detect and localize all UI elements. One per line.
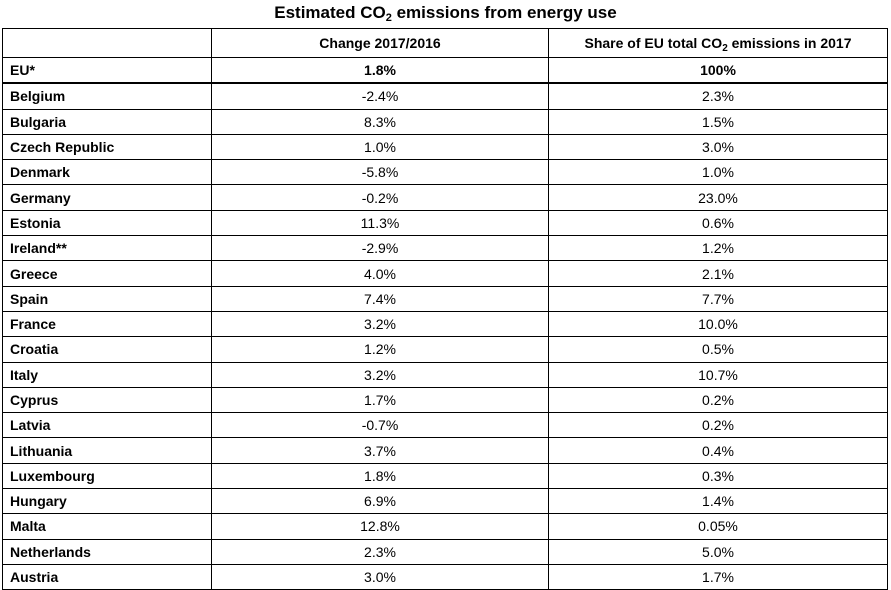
change-cell: 2.3% xyxy=(211,538,549,565)
table-row: France 3.2% 10.0% xyxy=(2,310,888,338)
country-cell: Latvia xyxy=(2,412,212,439)
share-cell: 100% xyxy=(548,57,888,85)
share-cell: 2.3% xyxy=(548,82,888,110)
table-row: Latvia -0.7% 0.2% xyxy=(2,412,888,439)
table-title: Estimated CO2 emissions from energy use xyxy=(0,0,891,25)
change-cell: 1.2% xyxy=(211,336,549,363)
share-cell: 0.2% xyxy=(548,386,888,414)
table-row: Cyprus 1.7% 0.2% xyxy=(2,386,888,414)
country-cell: Hungary xyxy=(2,488,212,515)
table-row: Spain 7.4% 7.7% xyxy=(2,285,888,312)
country-cell: Bulgaria xyxy=(2,108,212,135)
change-cell: 6.9% xyxy=(211,488,549,515)
table-row: Malta 12.8% 0.05% xyxy=(2,513,888,540)
country-cell: Greece xyxy=(2,260,212,287)
share-cell: 10.0% xyxy=(548,310,888,338)
title-subscript: 2 xyxy=(385,12,392,24)
change-cell: 3.7% xyxy=(211,437,549,464)
header-share: Share of EU total CO2 emissions in 2017 xyxy=(548,28,888,58)
change-cell: 1.7% xyxy=(211,386,549,414)
share-cell: 1.7% xyxy=(548,563,888,590)
table-row: Netherlands 2.3% 5.0% xyxy=(2,538,888,565)
country-cell: EU* xyxy=(2,57,212,85)
title-suffix: emissions from energy use xyxy=(391,3,617,22)
table-row: Estonia 11.3% 0.6% xyxy=(2,209,888,237)
share-cell: 10.7% xyxy=(548,361,888,388)
country-cell: Belgium xyxy=(2,82,212,110)
change-cell: -2.4% xyxy=(211,82,549,110)
change-cell: 1.8% xyxy=(211,57,549,85)
share-cell: 1.5% xyxy=(548,108,888,135)
country-cell: France xyxy=(2,310,212,338)
change-cell: 4.0% xyxy=(211,260,549,287)
table-row: Germany -0.2% 23.0% xyxy=(2,184,888,211)
table-row: Denmark -5.8% 1.0% xyxy=(2,159,888,186)
change-cell: 3.0% xyxy=(211,563,549,590)
share-cell: 0.3% xyxy=(548,462,888,490)
share-cell: 0.05% xyxy=(548,513,888,540)
country-cell: Czech Republic xyxy=(2,133,212,161)
header-share-prefix: Share of EU total CO xyxy=(584,35,723,51)
country-cell: Ireland** xyxy=(2,235,212,262)
emissions-table: Change 2017/2016 Share of EU total CO2 e… xyxy=(2,28,888,590)
table-row: Bulgaria 8.3% 1.5% xyxy=(2,108,888,135)
change-cell: -2.9% xyxy=(211,235,549,262)
share-cell: 0.6% xyxy=(548,209,888,237)
country-cell: Croatia xyxy=(2,336,212,363)
header-share-suffix: emissions in 2017 xyxy=(727,35,852,51)
change-cell: -0.7% xyxy=(211,412,549,439)
share-cell: 1.2% xyxy=(548,235,888,262)
country-cell: Luxembourg xyxy=(2,462,212,490)
table-row: Croatia 1.2% 0.5% xyxy=(2,336,888,363)
country-cell: Malta xyxy=(2,513,212,540)
country-cell: Italy xyxy=(2,361,212,388)
change-cell: 1.8% xyxy=(211,462,549,490)
table-row: Lithuania 3.7% 0.4% xyxy=(2,437,888,464)
header-row: Change 2017/2016 Share of EU total CO2 e… xyxy=(2,28,888,58)
change-cell: -5.8% xyxy=(211,159,549,186)
change-cell: 7.4% xyxy=(211,285,549,312)
table-row: Czech Republic 1.0% 3.0% xyxy=(2,133,888,161)
change-cell: 3.2% xyxy=(211,310,549,338)
share-cell: 1.0% xyxy=(548,159,888,186)
country-cell: Austria xyxy=(2,563,212,590)
share-cell: 23.0% xyxy=(548,184,888,211)
table-row: Ireland** -2.9% 1.2% xyxy=(2,235,888,262)
change-cell: -0.2% xyxy=(211,184,549,211)
share-cell: 0.2% xyxy=(548,412,888,439)
change-cell: 1.0% xyxy=(211,133,549,161)
change-cell: 11.3% xyxy=(211,209,549,237)
table-row: Luxembourg 1.8% 0.3% xyxy=(2,462,888,490)
country-cell: Lithuania xyxy=(2,437,212,464)
country-cell: Germany xyxy=(2,184,212,211)
title-prefix: Estimated CO xyxy=(274,3,386,22)
table-row: EU* 1.8% 100% xyxy=(2,57,888,85)
table-row: Belgium -2.4% 2.3% xyxy=(2,82,888,110)
share-cell: 5.0% xyxy=(548,538,888,565)
table-row: Hungary 6.9% 1.4% xyxy=(2,488,888,515)
table-row: Italy 3.2% 10.7% xyxy=(2,361,888,388)
change-cell: 8.3% xyxy=(211,108,549,135)
share-cell: 0.5% xyxy=(548,336,888,363)
header-change: Change 2017/2016 xyxy=(211,28,549,58)
share-cell: 0.4% xyxy=(548,437,888,464)
share-cell: 3.0% xyxy=(548,133,888,161)
table-body: EU* 1.8% 100% Belgium -2.4% 2.3% Bulgaria 8.3% 1… xyxy=(2,57,888,590)
country-cell: Spain xyxy=(2,285,212,312)
change-cell: 12.8% xyxy=(211,513,549,540)
country-cell: Cyprus xyxy=(2,386,212,414)
share-cell: 1.4% xyxy=(548,488,888,515)
header-share-subscript: 2 xyxy=(722,43,728,54)
share-cell: 2.1% xyxy=(548,260,888,287)
table-row: Austria 3.0% 1.7% xyxy=(2,563,888,590)
country-cell: Estonia xyxy=(2,209,212,237)
change-cell: 3.2% xyxy=(211,361,549,388)
header-country xyxy=(2,28,212,58)
table-row: Greece 4.0% 2.1% xyxy=(2,260,888,287)
country-cell: Netherlands xyxy=(2,538,212,565)
share-cell: 7.7% xyxy=(548,285,888,312)
country-cell: Denmark xyxy=(2,159,212,186)
